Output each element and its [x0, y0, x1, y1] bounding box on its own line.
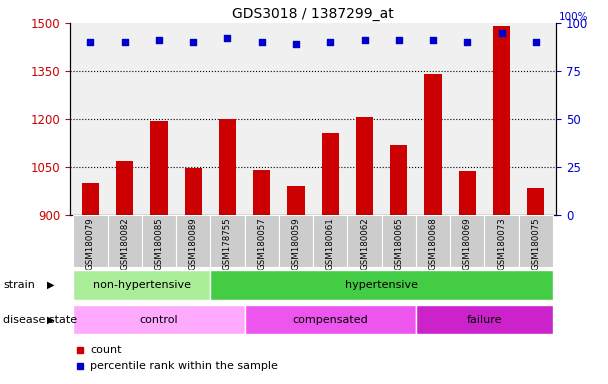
Text: hypertensive: hypertensive: [345, 280, 418, 290]
Point: [188, 39, 198, 45]
Bar: [493, 26, 510, 384]
Bar: [279, 215, 313, 267]
Bar: [347, 215, 382, 267]
Bar: [219, 119, 236, 384]
Bar: [416, 305, 553, 334]
Point: [257, 39, 266, 45]
Text: GSM180085: GSM180085: [154, 218, 164, 270]
Text: GSM180069: GSM180069: [463, 218, 472, 270]
Text: control: control: [140, 314, 178, 325]
Point: [120, 39, 130, 45]
Bar: [210, 215, 244, 267]
Bar: [424, 74, 441, 384]
Title: GDS3018 / 1387299_at: GDS3018 / 1387299_at: [232, 7, 394, 21]
Bar: [210, 270, 553, 300]
Bar: [74, 270, 210, 300]
Bar: [322, 133, 339, 384]
Bar: [416, 215, 450, 267]
Point: [360, 37, 370, 43]
Bar: [382, 215, 416, 267]
Text: GSM180061: GSM180061: [326, 218, 335, 270]
Point: [223, 35, 232, 41]
Text: GSM180062: GSM180062: [360, 218, 369, 270]
Point: [86, 39, 95, 45]
Point: [154, 37, 164, 43]
Bar: [176, 215, 210, 267]
Bar: [313, 215, 347, 267]
Bar: [82, 183, 99, 384]
Bar: [74, 215, 108, 267]
Text: GSM178755: GSM178755: [223, 218, 232, 270]
Text: ▶: ▶: [47, 280, 55, 290]
Text: ▶: ▶: [47, 314, 55, 325]
Bar: [458, 171, 476, 384]
Bar: [244, 215, 279, 267]
Point: [497, 30, 506, 36]
Bar: [527, 188, 544, 384]
Bar: [390, 145, 407, 384]
Text: strain: strain: [3, 280, 35, 290]
Text: GSM180068: GSM180068: [429, 218, 438, 270]
Text: disease state: disease state: [3, 314, 77, 325]
Text: GSM180079: GSM180079: [86, 218, 95, 270]
Text: GSM180059: GSM180059: [291, 218, 300, 270]
Text: GSM180057: GSM180057: [257, 218, 266, 270]
Bar: [450, 215, 485, 267]
Text: GSM180082: GSM180082: [120, 218, 130, 270]
Bar: [356, 118, 373, 384]
Text: count: count: [91, 344, 122, 354]
Bar: [142, 215, 176, 267]
Text: percentile rank within the sample: percentile rank within the sample: [91, 361, 278, 371]
Text: 100%: 100%: [559, 12, 589, 22]
Point: [463, 39, 472, 45]
Text: GSM180089: GSM180089: [188, 218, 198, 270]
Text: GSM180073: GSM180073: [497, 218, 506, 270]
Point: [394, 37, 404, 43]
Bar: [244, 305, 416, 334]
Bar: [288, 186, 305, 384]
Bar: [74, 305, 244, 334]
Point: [291, 41, 301, 47]
Bar: [116, 161, 133, 384]
Bar: [150, 121, 168, 384]
Bar: [185, 168, 202, 384]
Bar: [108, 215, 142, 267]
Text: failure: failure: [466, 314, 502, 325]
Bar: [253, 170, 271, 384]
Bar: [485, 215, 519, 267]
Text: non-hypertensive: non-hypertensive: [93, 280, 191, 290]
Text: compensated: compensated: [292, 314, 368, 325]
Point: [325, 39, 335, 45]
Bar: [519, 215, 553, 267]
Text: GSM180065: GSM180065: [394, 218, 403, 270]
Point: [531, 39, 541, 45]
Point: [428, 37, 438, 43]
Text: GSM180075: GSM180075: [531, 218, 541, 270]
